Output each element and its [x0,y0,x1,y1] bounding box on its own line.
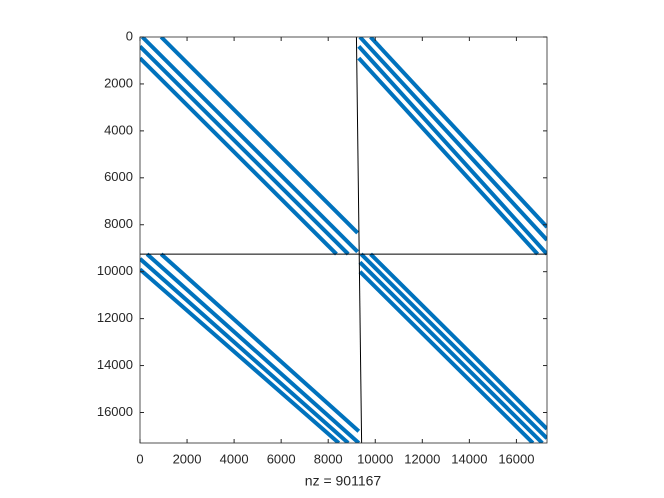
band [357,56,540,256]
y-tick-label: 16000 [97,404,133,419]
x-tick-label: 10000 [357,451,393,466]
x-axis-label: nz = 901167 [305,473,382,489]
block-line [355,37,363,443]
band [140,37,360,254]
y-tick-label: 8000 [104,216,133,231]
band [358,270,535,443]
band [357,45,547,256]
band [140,257,350,443]
x-tick-label: 8000 [314,451,343,466]
band [359,252,547,440]
x-tick-label: 12000 [404,451,440,466]
x-tick-label: 4000 [220,451,249,466]
x-tick-label: 16000 [498,451,534,466]
band [358,260,544,443]
plot-frame [139,36,548,444]
band [145,252,361,443]
y-tick-label: 0 [126,28,133,43]
band [358,37,547,242]
band [159,37,360,235]
y-tick-label: 2000 [104,75,133,90]
x-tick-label: 0 [136,451,143,466]
y-tick-label: 12000 [97,310,133,325]
band [140,267,341,443]
y-tick-label: 10000 [97,263,133,278]
band [140,56,338,256]
y-tick-label: 4000 [104,122,133,137]
band [369,252,547,431]
plot-area [140,37,547,443]
x-tick-label: 2000 [173,451,202,466]
y-tick-label: 14000 [97,357,133,372]
band [369,37,547,229]
x-tick-label: 14000 [451,451,487,466]
y-tick-label: 6000 [104,169,133,184]
band [159,252,361,433]
x-tick-label: 6000 [267,451,296,466]
band [140,44,350,256]
